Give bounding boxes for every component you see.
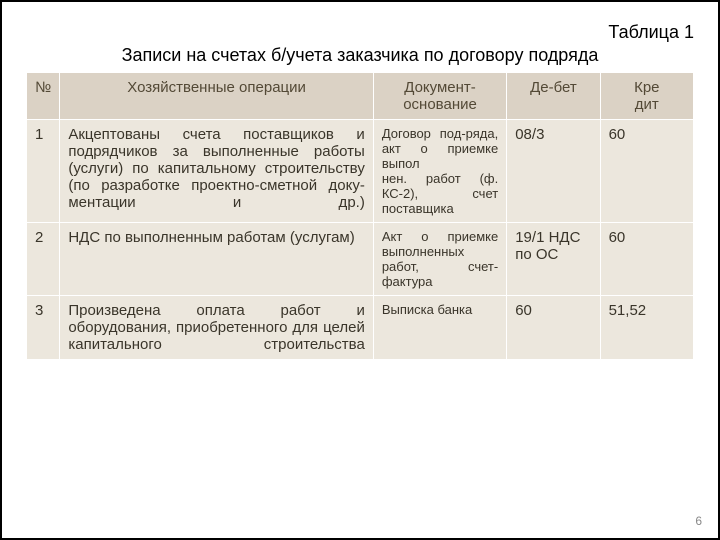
page-number: 6: [695, 514, 702, 528]
table-row: 1 Акцептованы счета поставщиков и подряд…: [27, 120, 694, 223]
th-ops: Хозяйственные операции: [60, 73, 373, 120]
cell-credit: 51,52: [600, 296, 693, 360]
cell-debit: 08/3: [507, 120, 600, 223]
cell-num: 2: [27, 223, 60, 296]
cell-ops: Произведена оплата работ и оборудования,…: [60, 296, 373, 360]
cell-ops: Акцептованы счета поставщиков и подрядчи…: [60, 120, 373, 223]
th-num: №: [27, 73, 60, 120]
th-doc: Документ-основание: [373, 73, 506, 120]
cell-debit: 19/1 НДС по ОС: [507, 223, 600, 296]
th-credit: Кредит: [600, 73, 693, 120]
table-header-row: № Хозяйственные операции Документ-основа…: [27, 73, 694, 120]
cell-credit: 60: [600, 223, 693, 296]
cell-ops: НДС по выполненным работам (услугам): [60, 223, 373, 296]
cell-doc: Договор под-ряда, акт о приемке выполнен…: [373, 120, 506, 223]
table-row: 3 Произведена оплата работ и оборудовани…: [27, 296, 694, 360]
table-title: Записи на счетах б/учета заказчика по до…: [26, 45, 694, 66]
cell-debit: 60: [507, 296, 600, 360]
cell-num: 3: [27, 296, 60, 360]
table-caption: Таблица 1: [26, 22, 694, 43]
th-debit: Де-бет: [507, 73, 600, 120]
table-row: 2 НДС по выполненным работам (услугам) А…: [27, 223, 694, 296]
accounting-table: № Хозяйственные операции Документ-основа…: [26, 72, 694, 360]
cell-doc: Выписка банка: [373, 296, 506, 360]
cell-num: 1: [27, 120, 60, 223]
cell-credit: 60: [600, 120, 693, 223]
cell-doc: Акт о приемке выполненных работ, счет-фа…: [373, 223, 506, 296]
